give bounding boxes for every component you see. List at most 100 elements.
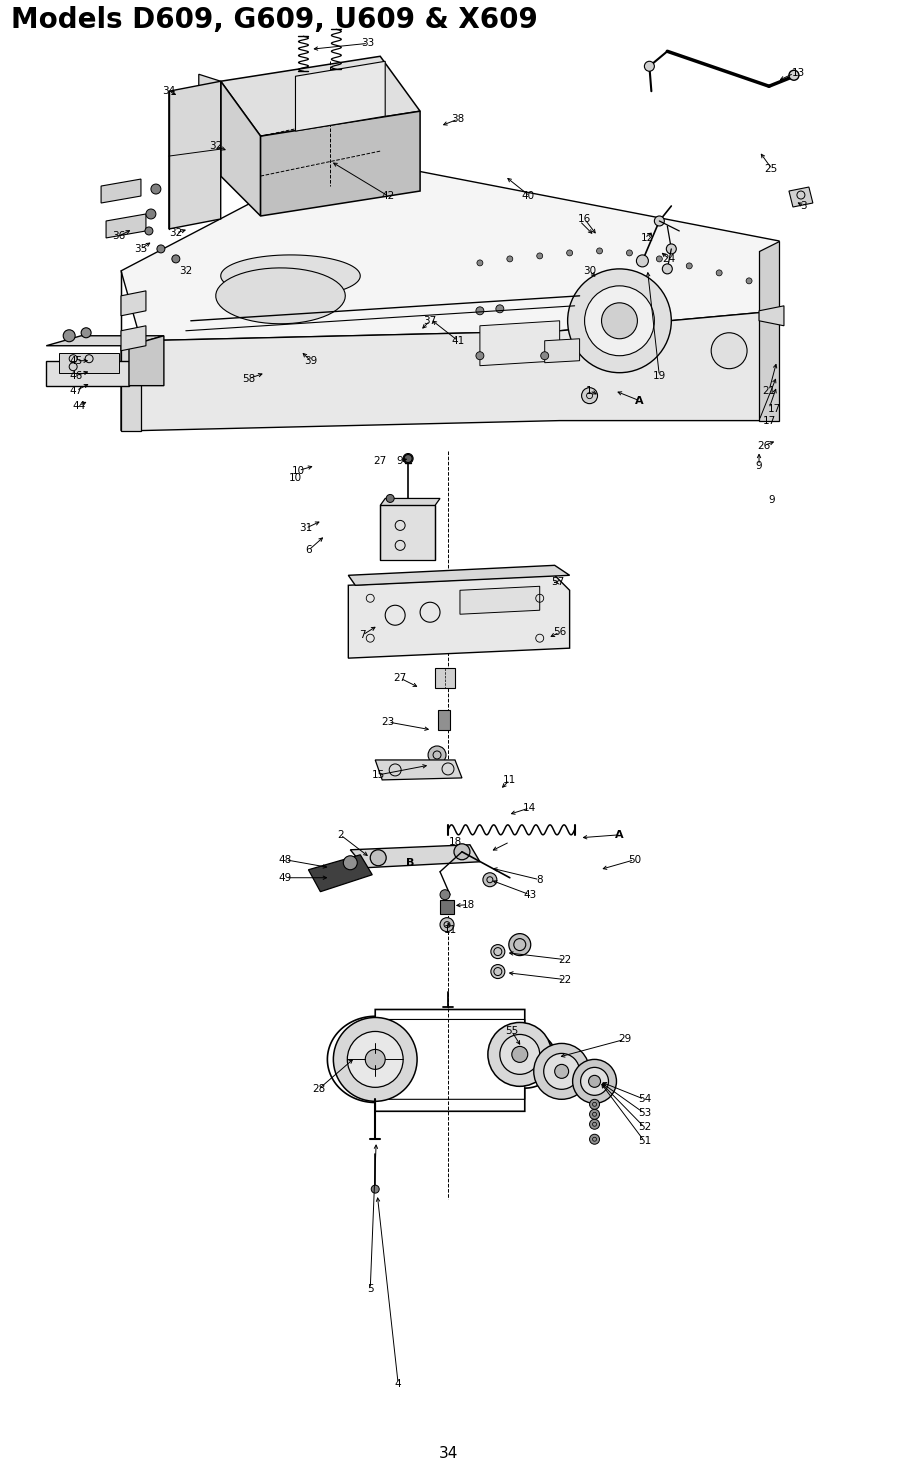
Polygon shape (295, 62, 385, 131)
Text: 22: 22 (558, 975, 571, 984)
Text: 11: 11 (444, 925, 456, 934)
Circle shape (365, 1049, 385, 1069)
Circle shape (686, 263, 692, 269)
Text: 56: 56 (553, 627, 567, 637)
Circle shape (590, 1099, 600, 1109)
Polygon shape (101, 179, 141, 203)
Text: 57: 57 (551, 577, 564, 587)
Text: 22: 22 (558, 955, 571, 965)
Circle shape (440, 918, 454, 931)
Polygon shape (221, 56, 420, 137)
Text: 5: 5 (367, 1284, 374, 1294)
Polygon shape (380, 499, 440, 506)
Circle shape (172, 254, 180, 263)
Text: 23: 23 (382, 716, 395, 727)
Circle shape (496, 304, 504, 313)
Circle shape (477, 260, 483, 266)
Polygon shape (260, 112, 420, 216)
Circle shape (645, 62, 655, 71)
Polygon shape (438, 710, 450, 730)
Circle shape (596, 249, 603, 254)
Polygon shape (106, 213, 146, 238)
Circle shape (537, 253, 542, 259)
Text: 40: 40 (521, 191, 534, 202)
Circle shape (454, 844, 470, 859)
Text: 29: 29 (618, 1034, 631, 1044)
Circle shape (333, 1018, 417, 1102)
Polygon shape (216, 268, 346, 324)
Circle shape (512, 1046, 528, 1062)
Circle shape (590, 1134, 600, 1144)
Text: 58: 58 (242, 374, 255, 384)
Polygon shape (440, 900, 454, 913)
Text: 17: 17 (768, 403, 780, 413)
Text: B: B (406, 858, 414, 868)
Text: 27: 27 (393, 674, 407, 683)
Circle shape (476, 307, 484, 315)
Text: 31: 31 (299, 524, 313, 534)
Text: 18: 18 (462, 900, 474, 909)
Circle shape (602, 303, 638, 338)
Text: 51: 51 (638, 1136, 651, 1146)
Circle shape (789, 71, 799, 81)
Text: 8: 8 (536, 875, 543, 884)
Polygon shape (380, 506, 435, 560)
Circle shape (555, 1065, 568, 1078)
Circle shape (386, 494, 394, 503)
Text: 18: 18 (448, 837, 462, 847)
Circle shape (343, 856, 357, 869)
Circle shape (63, 330, 75, 341)
Text: 36: 36 (112, 231, 126, 241)
Polygon shape (129, 335, 163, 385)
Text: 32: 32 (169, 228, 182, 238)
Text: 42: 42 (382, 191, 395, 202)
Text: 46: 46 (69, 371, 83, 381)
Text: 34: 34 (439, 1446, 459, 1461)
Text: 1: 1 (586, 385, 593, 396)
Text: 24: 24 (663, 254, 676, 263)
Text: 27: 27 (374, 456, 387, 465)
Text: 35: 35 (135, 244, 147, 254)
Text: 33: 33 (362, 38, 374, 49)
Text: 34: 34 (163, 87, 175, 96)
Polygon shape (348, 565, 569, 585)
Circle shape (440, 890, 450, 900)
Polygon shape (308, 855, 373, 891)
Circle shape (81, 328, 91, 338)
Text: 16: 16 (578, 213, 591, 224)
Polygon shape (198, 74, 221, 177)
Circle shape (428, 746, 446, 763)
Text: 7: 7 (359, 630, 365, 640)
Text: 41: 41 (452, 335, 464, 346)
Text: 26: 26 (757, 440, 770, 450)
Polygon shape (47, 335, 163, 346)
Circle shape (543, 1053, 579, 1090)
Polygon shape (435, 668, 455, 688)
Polygon shape (121, 310, 779, 431)
Text: 37: 37 (424, 316, 436, 325)
Polygon shape (759, 306, 784, 325)
Polygon shape (348, 575, 569, 658)
Text: 25: 25 (764, 165, 778, 174)
Circle shape (491, 944, 505, 959)
Circle shape (582, 388, 597, 403)
Circle shape (663, 263, 673, 274)
Polygon shape (350, 844, 480, 868)
Circle shape (151, 184, 161, 194)
Text: 14: 14 (524, 803, 536, 813)
Text: 19: 19 (653, 371, 666, 381)
Circle shape (146, 209, 156, 219)
Text: 50: 50 (628, 855, 641, 865)
Polygon shape (121, 156, 779, 341)
Circle shape (637, 254, 648, 266)
Polygon shape (789, 187, 813, 207)
Circle shape (541, 352, 549, 360)
Text: 54: 54 (638, 1094, 651, 1105)
Circle shape (666, 244, 676, 254)
Circle shape (585, 285, 655, 356)
Circle shape (403, 453, 413, 463)
Text: 11: 11 (503, 775, 516, 786)
Circle shape (483, 872, 497, 887)
Text: 17: 17 (762, 416, 776, 425)
Text: 52: 52 (638, 1122, 651, 1133)
